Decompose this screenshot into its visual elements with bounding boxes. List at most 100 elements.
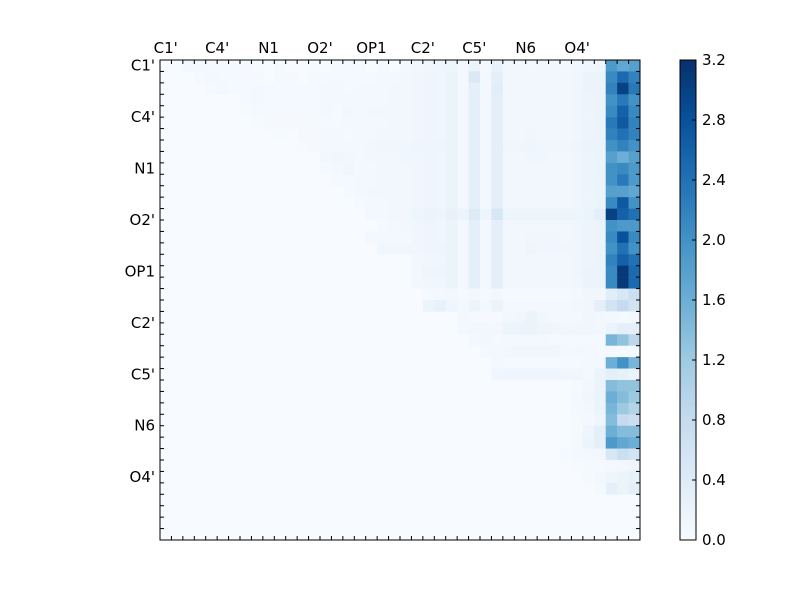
heatmap-cell (457, 162, 469, 175)
heatmap-cell (582, 82, 595, 95)
heatmap-cell (422, 71, 435, 84)
heatmap-cell (502, 265, 515, 278)
heatmap-cell (605, 460, 618, 472)
heatmap-cell (560, 174, 572, 187)
heatmap-cell (582, 322, 595, 335)
heatmap-cell (365, 208, 378, 221)
heatmap-cell (331, 60, 344, 72)
heatmap-cell (308, 94, 321, 107)
heatmap-cell (582, 471, 595, 484)
heatmap-cell (480, 311, 492, 324)
heatmap-cell (605, 345, 618, 358)
heatmap-cell (422, 231, 435, 244)
heatmap-cell (571, 448, 584, 461)
heatmap-cell (445, 288, 458, 301)
heatmap-cell (628, 425, 641, 438)
heatmap-cell (525, 368, 538, 381)
heatmap-cell (525, 117, 538, 129)
heatmap-cell (594, 254, 607, 267)
heatmap-cell (594, 368, 607, 381)
heatmap-cell (388, 162, 401, 175)
heatmap-cell (400, 208, 412, 221)
heatmap-cell (582, 334, 595, 347)
heatmap-cell (342, 128, 355, 141)
heatmap-cell (514, 197, 527, 209)
heatmap-cell (422, 60, 435, 72)
heatmap-cell (617, 128, 629, 141)
heatmap-cell (434, 94, 447, 107)
heatmap-cell (617, 357, 629, 369)
heatmap-cell (571, 174, 584, 187)
heatmap-cell (548, 208, 561, 221)
heatmap-cell (491, 322, 504, 335)
y-tick-label: C4' (131, 108, 155, 126)
heatmap-cell (514, 220, 527, 232)
heatmap-cell (502, 277, 515, 289)
heatmap-cell (582, 460, 595, 472)
heatmap-cell (491, 128, 504, 141)
heatmap-cell (491, 254, 504, 267)
heatmap-cell (411, 208, 424, 221)
heatmap-cell (445, 140, 458, 152)
heatmap-cell (571, 300, 584, 312)
heatmap-cell (582, 185, 595, 198)
heatmap-cell (605, 60, 618, 72)
heatmap-cell (400, 117, 412, 129)
heatmap-cell (240, 82, 252, 95)
heatmap-cell (617, 231, 629, 244)
heatmap-cell (628, 482, 641, 495)
heatmap-cell (468, 220, 481, 232)
heatmap-cell (445, 82, 458, 95)
heatmap-cell (514, 277, 527, 289)
heatmap-cell (502, 208, 515, 221)
heatmap-cell (514, 288, 527, 301)
heatmap-cell (480, 220, 492, 232)
heatmap-cell (582, 357, 595, 369)
heatmap-cell (594, 94, 607, 107)
heatmap-cell (457, 174, 469, 187)
heatmap-cell (548, 277, 561, 289)
heatmap-cell (480, 185, 492, 198)
heatmap-cell (274, 82, 287, 95)
heatmap-cell (468, 94, 481, 107)
heatmap-cell (560, 288, 572, 301)
heatmap-cell (491, 162, 504, 175)
heatmap-cell (594, 71, 607, 84)
heatmap-cell (628, 128, 641, 141)
heatmap-cell (422, 220, 435, 232)
heatmap-cell (525, 162, 538, 175)
heatmap-cell (560, 140, 572, 152)
heatmap-cell (262, 82, 275, 95)
heatmap-cell (480, 174, 492, 187)
heatmap-cell (537, 288, 549, 301)
heatmap-cell (262, 117, 275, 129)
heatmap-cell (377, 60, 389, 72)
heatmap-cell (320, 82, 332, 95)
heatmap-cell (628, 185, 641, 198)
heatmap-cell (537, 254, 549, 267)
heatmap-cell (537, 300, 549, 312)
heatmap-cell (617, 265, 629, 278)
heatmap-cell (628, 220, 641, 232)
heatmap-cell (525, 288, 538, 301)
heatmap-cell (445, 208, 458, 221)
heatmap-cell (628, 471, 641, 484)
heatmap-cell (445, 151, 458, 164)
heatmap-cell (560, 368, 572, 381)
colorbar: 0.0 0.4 0.8 1.2 1.6 2.0 2.4 2.8 3.2 (679, 51, 726, 549)
heatmap-cell (571, 460, 584, 472)
heatmap-cell (354, 185, 367, 198)
x-tick-label: C1' (154, 39, 178, 57)
heatmap-cell (297, 128, 309, 141)
heatmap-cell (537, 311, 549, 324)
heatmap-cell (605, 265, 618, 278)
colorbar-tick-label: 2.0 (702, 231, 726, 249)
heatmap-cell (628, 60, 641, 72)
heatmap-cell (331, 162, 344, 175)
heatmap-cell (548, 197, 561, 209)
colorbar-tick-label: 3.2 (702, 51, 726, 69)
heatmap-cell (594, 437, 607, 449)
heatmap-cell (457, 288, 469, 301)
y-tick-label: C2' (131, 314, 155, 332)
heatmap-cell (377, 140, 389, 152)
